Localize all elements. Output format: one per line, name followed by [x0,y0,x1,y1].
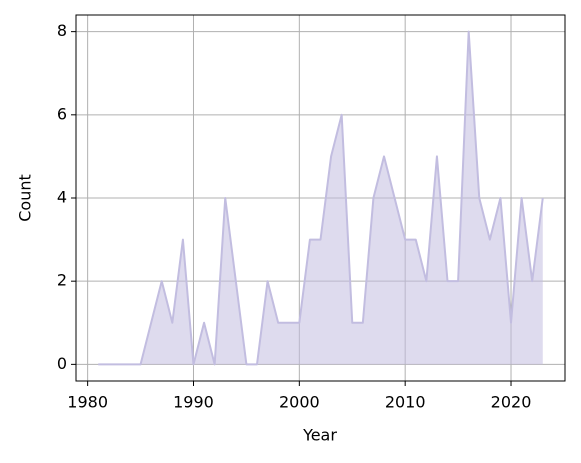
y-tick-label: 2 [57,271,67,290]
plot-frame [75,14,566,382]
y-axis-label: Count [16,174,35,222]
y-tick-label: 0 [57,354,67,373]
y-tick-label: 4 [57,188,67,207]
x-tick-label: 1980 [67,393,108,412]
x-tick-label: 2000 [279,393,320,412]
x-tick-label: 1990 [173,393,214,412]
x-tick-label: 2020 [491,393,532,412]
y-tick-label: 6 [57,104,67,123]
area [98,31,543,365]
y-tick-label: 8 [57,21,67,40]
x-axis-label: Year [302,426,337,445]
x-tick-label: 2010 [385,393,426,412]
line [98,30,544,366]
